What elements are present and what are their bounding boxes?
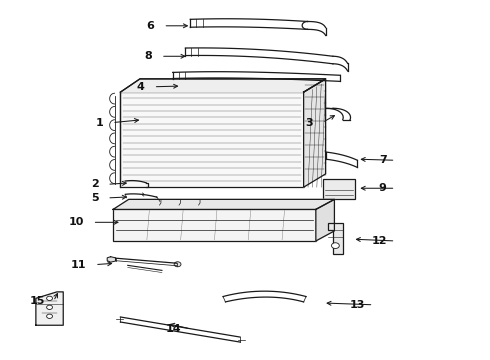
- Circle shape: [47, 296, 52, 301]
- Text: 10: 10: [69, 217, 84, 227]
- Text: 1: 1: [96, 118, 103, 128]
- Polygon shape: [316, 199, 334, 241]
- Text: 14: 14: [166, 324, 181, 334]
- Bar: [121, 92, 304, 187]
- Text: 4: 4: [137, 82, 145, 92]
- Text: 12: 12: [371, 236, 387, 246]
- Circle shape: [47, 305, 52, 310]
- Polygon shape: [113, 199, 334, 210]
- Text: 3: 3: [306, 118, 314, 128]
- Text: 9: 9: [379, 183, 387, 193]
- Text: 5: 5: [91, 193, 98, 203]
- Text: 13: 13: [349, 300, 365, 310]
- Polygon shape: [36, 292, 63, 325]
- Polygon shape: [304, 79, 326, 187]
- Text: 7: 7: [379, 155, 387, 165]
- Polygon shape: [328, 223, 343, 253]
- Text: 6: 6: [147, 21, 155, 31]
- Text: 11: 11: [71, 260, 86, 270]
- Text: 8: 8: [145, 51, 152, 61]
- Text: 2: 2: [91, 179, 98, 189]
- Bar: [323, 179, 355, 199]
- Bar: [113, 210, 316, 241]
- Circle shape: [47, 314, 52, 319]
- Polygon shape: [107, 257, 116, 262]
- Text: 15: 15: [29, 296, 45, 306]
- Circle shape: [174, 262, 181, 267]
- Polygon shape: [121, 79, 326, 92]
- Circle shape: [331, 243, 339, 248]
